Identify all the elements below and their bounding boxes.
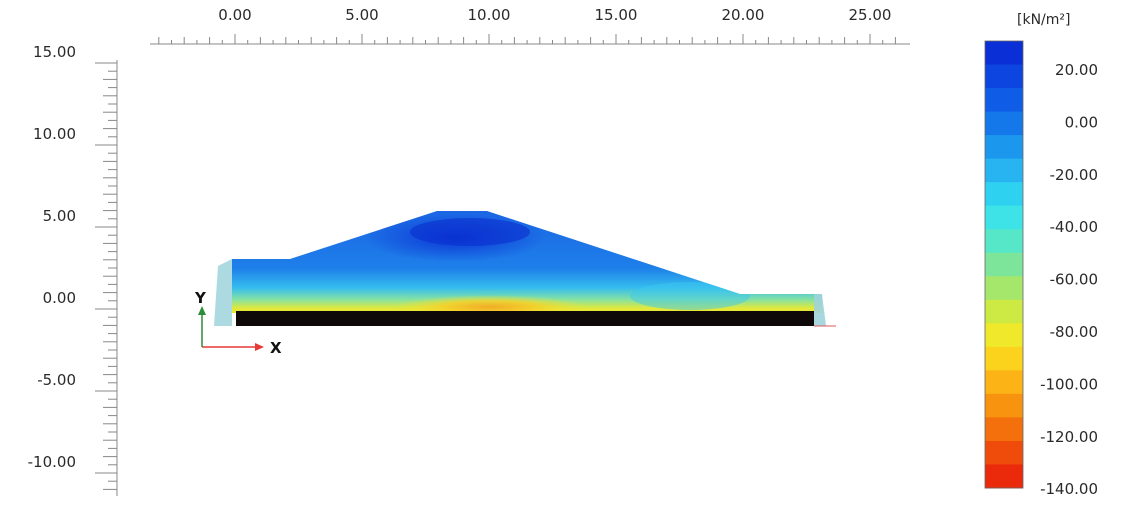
x-axis-letter: X [270,339,282,357]
legend-value-label: -80.00 [1050,323,1098,341]
downstream-toe-zone [630,282,750,310]
legend-value-label: -40.00 [1050,218,1098,236]
legend-swatch [985,88,1023,113]
x-tick-label: 15.00 [595,6,638,24]
legend-swatch [985,111,1023,136]
foundation-slab [236,311,814,326]
legend-value-label: -120.00 [1040,428,1098,446]
legend-value-label: -60.00 [1050,271,1098,289]
stress-minimum-zone [395,295,585,313]
legend-swatch [985,440,1023,465]
legend-unit: [kN/m²] [1017,12,1070,28]
x-arrow-head-icon [255,343,264,351]
legend: [kN/m²] 20.00 0.00 -20.00 -40.00 -60.00 -80.0… [984,12,1098,498]
legend-frame [984,40,1024,489]
left-ruler: 15.00 10.00 5.00 0.00 -5.00 -10.00 [28,43,118,496]
stress-core-zone [410,218,530,246]
y-tick-label: 0.00 [43,289,76,307]
legend-value-label: 0.00 [1065,113,1098,131]
legend-swatch [985,299,1023,324]
legend-swatch [985,276,1023,301]
legend-swatch [985,229,1023,254]
legend-value-label: -20.00 [1050,166,1098,184]
legend-swatch [985,41,1023,66]
legend-swatch [985,370,1023,395]
y-tick-label: -10.00 [28,453,76,471]
y-arrow-head-icon [198,306,206,315]
legend-swatch [985,464,1023,489]
y-tick-label: 5.00 [43,207,76,225]
y-axis-letter: Y [194,289,207,307]
legend-swatch [985,135,1023,160]
x-tick-label: 0.00 [218,6,251,24]
legend-swatch [985,64,1023,89]
legend-value-label: 20.00 [1055,61,1098,79]
legend-color-bar [984,40,1024,489]
y-tick-label: -5.00 [37,371,76,389]
dam-stress-contour [214,211,836,327]
legend-swatch [985,393,1023,418]
x-tick-label: 10.00 [468,6,511,24]
legend-swatch [985,205,1023,230]
legend-labels: 20.00 0.00 -20.00 -40.00 -60.00 -80.00 -100.00… [1040,61,1098,498]
legend-value-label: -140.00 [1040,480,1098,498]
origin-axes: X Y [194,289,282,357]
legend-swatch [985,158,1023,183]
x-tick-label: 20.00 [722,6,765,24]
y-tick-label: 15.00 [33,43,76,61]
legend-value-label: -100.00 [1040,375,1098,393]
y-tick-label: 10.00 [33,125,76,143]
legend-swatch [985,323,1023,348]
legend-swatch [985,417,1023,442]
x-tick-label: 25.00 [849,6,892,24]
legend-swatch [985,182,1023,207]
upstream-boundary-wedge [214,259,232,326]
x-tick-label: 5.00 [345,6,378,24]
legend-swatch [985,346,1023,371]
legend-swatch [985,252,1023,277]
downstream-boundary-wedge [814,294,826,326]
top-ruler: 0.00 5.00 10.00 15.00 20.00 25.00 [150,6,910,45]
